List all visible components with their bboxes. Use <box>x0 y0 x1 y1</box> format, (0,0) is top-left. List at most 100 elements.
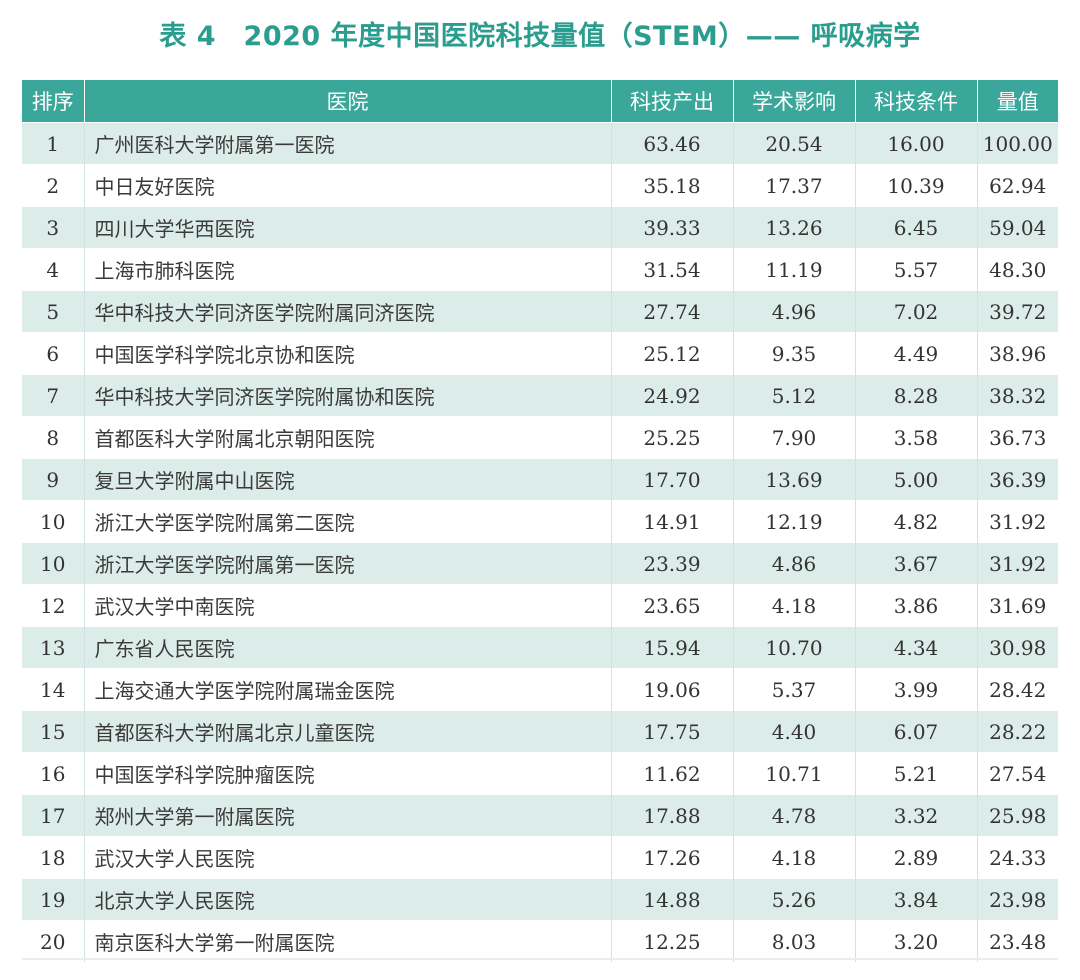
cell-rank: 2 <box>22 164 84 207</box>
table-bottom-rule <box>22 958 1058 960</box>
cell-conditions: 6.07 <box>854 710 977 753</box>
cell-rank: 4 <box>22 248 84 291</box>
cell-output: 15.94 <box>610 626 733 669</box>
cell-value: 31.69 <box>976 584 1058 627</box>
cell-rank: 1 <box>22 122 84 165</box>
cell-rank: 8 <box>22 416 84 459</box>
table-row: 4 上海市肺科医院 31.54 11.19 5.57 48.30 <box>22 248 1058 291</box>
cell-output: 14.88 <box>610 878 733 921</box>
cell-hospital: 首都医科大学附属北京儿童医院 <box>83 710 611 753</box>
cell-influence: 4.78 <box>732 794 855 837</box>
cell-conditions: 16.00 <box>854 122 977 165</box>
cell-value: 59.04 <box>976 206 1058 249</box>
cell-hospital: 上海市肺科医院 <box>83 248 611 291</box>
cell-hospital: 中国医学科学院肿瘤医院 <box>83 752 611 795</box>
cell-conditions: 3.58 <box>854 416 977 459</box>
cell-value: 25.98 <box>976 794 1058 837</box>
cell-hospital: 华中科技大学同济医学院附属同济医院 <box>83 290 611 333</box>
cell-influence: 5.12 <box>732 374 855 417</box>
col-header-rank: 排序 <box>22 80 84 123</box>
table-row: 7 华中科技大学同济医学院附属协和医院 24.92 5.12 8.28 38.32 <box>22 374 1058 417</box>
cell-conditions: 3.86 <box>854 584 977 627</box>
cell-value: 28.22 <box>976 710 1058 753</box>
cell-influence: 4.96 <box>732 290 855 333</box>
table-body: 1 广州医科大学附属第一医院 63.46 20.54 16.00 100.00 2 中日友好医… <box>22 122 1058 962</box>
cell-influence: 10.71 <box>732 752 855 795</box>
cell-rank: 19 <box>22 878 84 921</box>
cell-value: 31.92 <box>976 542 1058 585</box>
cell-hospital: 中日友好医院 <box>83 164 611 207</box>
cell-output: 23.39 <box>610 542 733 585</box>
table-row: 6 中国医学科学院北京协和医院 25.12 9.35 4.49 38.96 <box>22 332 1058 375</box>
col-header-conditions: 科技条件 <box>854 80 977 123</box>
cell-hospital: 四川大学华西医院 <box>83 206 611 249</box>
cell-hospital: 中国医学科学院北京协和医院 <box>83 332 611 375</box>
table-row: 16 中国医学科学院肿瘤医院 11.62 10.71 5.21 27.54 <box>22 752 1058 795</box>
cell-rank: 10 <box>22 542 84 585</box>
cell-output: 19.06 <box>610 668 733 711</box>
table-row: 19 北京大学人民医院 14.88 5.26 3.84 23.98 <box>22 878 1058 921</box>
cell-influence: 20.54 <box>732 122 855 165</box>
cell-influence: 4.40 <box>732 710 855 753</box>
cell-rank: 7 <box>22 374 84 417</box>
table-row: 2 中日友好医院 35.18 17.37 10.39 62.94 <box>22 164 1058 207</box>
col-header-influence: 学术影响 <box>732 80 855 123</box>
table-row: 13 广东省人民医院 15.94 10.70 4.34 30.98 <box>22 626 1058 669</box>
cell-rank: 14 <box>22 668 84 711</box>
cell-hospital: 华中科技大学同济医学院附属协和医院 <box>83 374 611 417</box>
cell-value: 36.39 <box>976 458 1058 501</box>
cell-value: 38.32 <box>976 374 1058 417</box>
cell-output: 23.65 <box>610 584 733 627</box>
table-row: 15 首都医科大学附属北京儿童医院 17.75 4.40 6.07 28.22 <box>22 710 1058 753</box>
cell-value: 38.96 <box>976 332 1058 375</box>
cell-influence: 4.18 <box>732 836 855 879</box>
table-row: 8 首都医科大学附属北京朝阳医院 25.25 7.90 3.58 36.73 <box>22 416 1058 459</box>
cell-output: 17.75 <box>610 710 733 753</box>
cell-rank: 13 <box>22 626 84 669</box>
cell-value: 36.73 <box>976 416 1058 459</box>
cell-rank: 12 <box>22 584 84 627</box>
cell-influence: 13.69 <box>732 458 855 501</box>
table-title: 表 4 2020 年度中国医院科技量值（STEM）—— 呼吸病学 <box>159 21 921 52</box>
cell-value: 27.54 <box>976 752 1058 795</box>
cell-rank: 18 <box>22 836 84 879</box>
cell-rank: 5 <box>22 290 84 333</box>
table-row: 14 上海交通大学医学院附属瑞金医院 19.06 5.37 3.99 28.42 <box>22 668 1058 711</box>
cell-value: 48.30 <box>976 248 1058 291</box>
cell-output: 63.46 <box>610 122 733 165</box>
cell-output: 17.88 <box>610 794 733 837</box>
cell-value: 31.92 <box>976 500 1058 543</box>
table-row: 5 华中科技大学同济医学院附属同济医院 27.74 4.96 7.02 39.72 <box>22 290 1058 333</box>
table-row: 12 武汉大学中南医院 23.65 4.18 3.86 31.69 <box>22 584 1058 627</box>
stem-ranking-table: 排序 医院 科技产出 学术影响 科技条件 量值 1 广州医科大学附属第一医院 63.… <box>22 80 1058 962</box>
table-row: 10 浙江大学医学院附属第一医院 23.39 4.86 3.67 31.92 <box>22 542 1058 585</box>
cell-rank: 20 <box>22 920 84 962</box>
cell-rank: 16 <box>22 752 84 795</box>
cell-hospital: 复旦大学附属中山医院 <box>83 458 611 501</box>
cell-hospital: 郑州大学第一附属医院 <box>83 794 611 837</box>
col-header-value: 量值 <box>976 80 1058 123</box>
cell-rank: 17 <box>22 794 84 837</box>
cell-output: 11.62 <box>610 752 733 795</box>
cell-conditions: 4.49 <box>854 332 977 375</box>
cell-hospital: 浙江大学医学院附属第二医院 <box>83 500 611 543</box>
cell-hospital: 广东省人民医院 <box>83 626 611 669</box>
cell-output: 39.33 <box>610 206 733 249</box>
col-header-hospital: 医院 <box>83 80 611 123</box>
cell-output: 35.18 <box>610 164 733 207</box>
cell-influence: 5.26 <box>732 878 855 921</box>
cell-conditions: 2.89 <box>854 836 977 879</box>
table-row: 9 复旦大学附属中山医院 17.70 13.69 5.00 36.39 <box>22 458 1058 501</box>
cell-hospital: 武汉大学人民医院 <box>83 836 611 879</box>
cell-conditions: 3.32 <box>854 794 977 837</box>
col-header-output: 科技产出 <box>610 80 733 123</box>
cell-rank: 10 <box>22 500 84 543</box>
table-row: 10 浙江大学医学院附属第二医院 14.91 12.19 4.82 31.92 <box>22 500 1058 543</box>
cell-influence: 17.37 <box>732 164 855 207</box>
cell-influence: 12.19 <box>732 500 855 543</box>
cell-influence: 5.37 <box>732 668 855 711</box>
cell-conditions: 8.28 <box>854 374 977 417</box>
cell-conditions: 4.34 <box>854 626 977 669</box>
cell-value: 30.98 <box>976 626 1058 669</box>
cell-hospital: 浙江大学医学院附属第一医院 <box>83 542 611 585</box>
